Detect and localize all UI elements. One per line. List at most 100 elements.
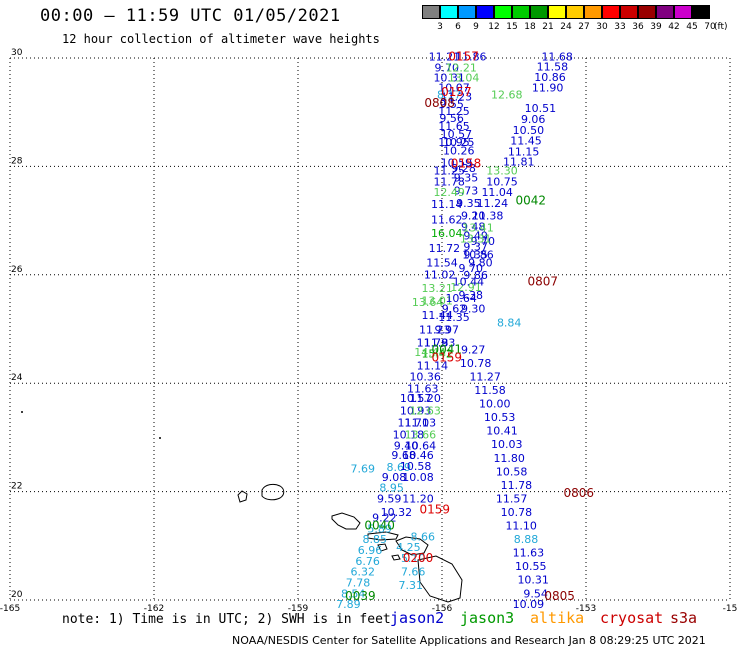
swh-value-label: 10.64 — [405, 439, 437, 452]
swh-value-label: 11.27 — [469, 370, 501, 383]
kahoolawe-island — [391, 554, 401, 561]
swh-value-label: 11.68 — [541, 51, 573, 64]
swh-value-label: 11.10 — [505, 520, 537, 533]
swh-value-label: 12.68 — [491, 89, 523, 102]
swh-value-label: 11.23 — [441, 90, 473, 103]
swh-value-label: 9.28 — [451, 162, 476, 175]
swh-value-label: 11.78 — [433, 175, 465, 188]
credit-line: NOAA/NESDIS Center for Satellite Applica… — [232, 634, 706, 647]
swh-value-label: 9.30 — [461, 303, 486, 316]
colorbar-swatch — [656, 5, 674, 19]
colorbar-swatch — [458, 5, 476, 19]
swh-value-label: 11.03 — [405, 417, 437, 430]
lat-tick-label: 28 — [11, 156, 23, 166]
swh-value-label: 9.68 — [391, 449, 416, 462]
colorbar-tick-label: 6 — [455, 22, 461, 32]
swh-value-label: 11.14 — [431, 198, 463, 211]
pass-time-label: 0041 — [432, 342, 463, 356]
colorbar-swatch — [620, 5, 638, 19]
swh-value-label: 7.89 — [336, 598, 361, 611]
swh-value-label: 5.10 — [401, 552, 426, 565]
swh-value-label: 10.53 — [484, 411, 516, 424]
pass-time-label: 0808 — [424, 96, 455, 110]
note-text: note: 1) Time is in UTC; 2) SWH is in fe… — [62, 612, 391, 627]
swh-value-label: 14.44 — [414, 346, 446, 359]
swh-value-label: 8.54 — [341, 587, 366, 600]
legend-jason3: jason3 — [460, 609, 515, 627]
lat-tick-label: 24 — [11, 373, 23, 383]
colorbar-tick-label: 30 — [596, 22, 608, 32]
swh-value-label: 7.69 — [351, 463, 376, 476]
colorbar-swatch — [422, 5, 440, 19]
legend-s3a: s3a — [670, 609, 698, 627]
swh-value-label: 11.25 — [438, 105, 470, 118]
swh-value-label: 9.97 — [435, 323, 460, 336]
swh-value-label: 11.21 — [429, 51, 461, 64]
swh-value-label: 9.08 — [382, 471, 407, 484]
swh-value-label: 11.57 — [496, 492, 528, 505]
colorbar-swatch — [548, 5, 566, 19]
swh-value-label: 11.38 — [472, 210, 504, 223]
swh-value-label: 11.35 — [438, 311, 470, 324]
swh-value-label: 10.07 — [438, 82, 470, 95]
swh-value-label: 10.95 — [438, 136, 470, 149]
pass-time-label: 0159 — [420, 502, 451, 516]
swh-value-label: 11.54 — [426, 257, 458, 270]
swh-value-label: 11.80 — [493, 452, 525, 465]
legend-altika: altika — [530, 609, 585, 627]
colorbar-tick-label: 24 — [560, 22, 572, 32]
colorbar-swatch — [440, 5, 458, 19]
swh-value-label: 9.55 — [439, 98, 464, 111]
swh-value-label: 10.36 — [409, 370, 441, 383]
lat-tick-label: 30 — [11, 48, 23, 58]
swh-value-label: 11.62 — [431, 213, 463, 226]
swh-value-label: 11.65 — [438, 120, 470, 133]
swh-value-label: 13.04 — [448, 71, 480, 84]
swh-value-label: 10.58 — [496, 465, 528, 478]
pass-time-label: 0806 — [564, 486, 595, 500]
swh-value-label: 15.42 — [421, 348, 453, 361]
lat-tick-label: 20 — [11, 590, 23, 600]
swh-value-label: 9.54 — [523, 587, 548, 600]
swh-value-label: 6.76 — [355, 555, 380, 568]
swh-value-label: 9.37 — [463, 240, 488, 253]
swh-value-label: 10.41 — [486, 425, 518, 438]
swh-value-label: 10.32 — [381, 506, 413, 519]
swh-value-label: 11.25 — [433, 165, 465, 178]
swh-value-label: 7.31 — [399, 579, 424, 592]
colorbar-swatch — [494, 5, 512, 19]
swh-value-label: 13.01 — [421, 295, 453, 308]
swh-value-label: 11.86 — [455, 51, 487, 64]
lon-tick-label: -153 — [576, 604, 596, 614]
swh-value-label: 12.91 — [450, 281, 482, 294]
swh-value-label: 8.69 — [387, 461, 412, 474]
colorbar-swatch — [674, 5, 692, 19]
colorbar-tick-label: 42 — [668, 22, 680, 32]
colorbar-swatch — [692, 5, 710, 19]
pass-time-label: 0157 — [441, 85, 472, 99]
pass-time-label: 0159 — [432, 351, 463, 365]
colorbar-tick-label: 12 — [488, 22, 500, 32]
swh-value-label: 13.21 — [421, 282, 453, 295]
swh-value-label: 16.04 — [431, 227, 463, 240]
lat-tick-label: 26 — [11, 265, 23, 275]
swh-value-label: 11.24 — [477, 197, 509, 210]
swh-value-label: 10.18 — [393, 428, 425, 441]
page-subtitle: 12 hour collection of altimeter wave hei… — [62, 32, 380, 46]
colorbar-tick-label: 9 — [473, 22, 479, 32]
colorbar-swatch — [476, 5, 494, 19]
lon-tick-label: -162 — [144, 604, 164, 614]
swh-value-label: 9.35 — [456, 197, 481, 210]
swh-value-label: 10.93 — [400, 405, 432, 418]
pass-time-label: 0807 — [528, 275, 559, 289]
lat-tick-label: 22 — [11, 482, 22, 492]
swh-value-label: 10.03 — [491, 438, 523, 451]
swh-value-label: 11.72 — [429, 242, 461, 255]
swh-value-label: 9.49 — [463, 230, 488, 243]
colorbar-tick-label: 36 — [632, 22, 644, 32]
swh-value-label: 10.31 — [517, 574, 549, 587]
swh-value-label: 5.89 — [367, 522, 392, 535]
pass-time-label: 0157 — [448, 50, 479, 64]
oahu-island — [331, 512, 361, 530]
